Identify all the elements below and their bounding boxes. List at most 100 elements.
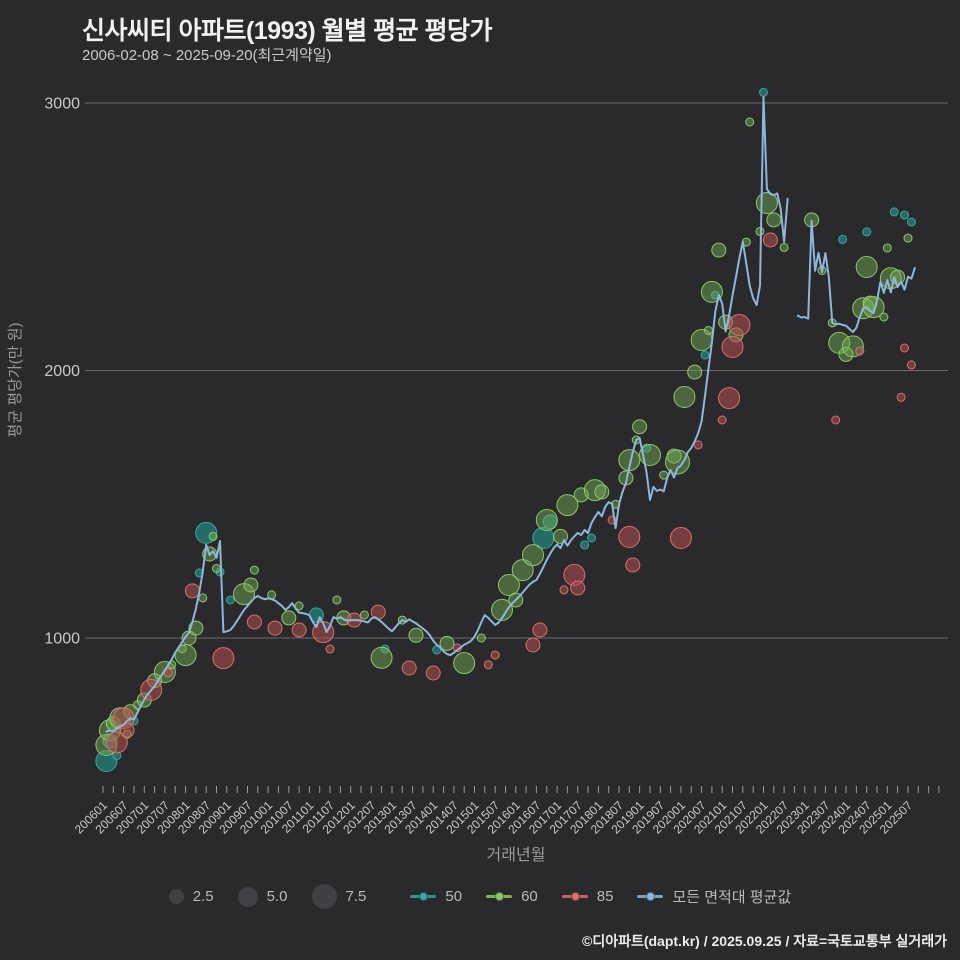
- bubble-60: [700, 280, 723, 303]
- legend-series-60[interactable]: 60: [486, 888, 538, 905]
- bubble-85: [401, 660, 417, 676]
- bubble-85: [246, 614, 262, 630]
- chart-title: 신사씨티 아파트(1993) 월별 평균 평당가: [82, 17, 493, 45]
- bubble-85: [669, 527, 692, 549]
- bubble-60: [522, 544, 544, 567]
- bubble-50: [225, 595, 235, 605]
- bubble-60: [359, 610, 369, 620]
- bubble-60: [249, 565, 259, 575]
- bubble-60: [745, 117, 755, 127]
- bubble-85: [900, 343, 909, 353]
- bubble-60: [882, 243, 892, 253]
- bubble-60: [476, 633, 486, 643]
- bubble-85: [728, 314, 751, 336]
- bubble-85: [721, 336, 744, 358]
- legend-series-average[interactable]: 모든 면적대 평균값: [637, 886, 791, 907]
- bubble-60: [556, 494, 579, 517]
- bubble-60: [198, 593, 208, 603]
- legend-series-85[interactable]: 85: [561, 888, 614, 905]
- bubble-60: [497, 574, 520, 596]
- bubble-85: [855, 346, 865, 356]
- bubble-85: [718, 387, 741, 410]
- bubble-85: [490, 650, 500, 660]
- legend-size-group: 2.5 5.0 7.5: [168, 884, 367, 909]
- bubble-60: [687, 364, 703, 380]
- bubble-60: [703, 325, 713, 335]
- series-marker-icon: [637, 892, 664, 901]
- bubble-60: [879, 312, 889, 322]
- bubble-50: [580, 540, 590, 550]
- bubble-50: [900, 210, 909, 220]
- bubble-60: [779, 242, 789, 252]
- y-tick-label: 3000: [44, 96, 80, 113]
- legend-size-label: 5.0: [266, 888, 288, 905]
- legend-size-label: 2.5: [192, 888, 214, 905]
- bubble-50: [838, 234, 848, 244]
- x-axis-title: 거래년월: [487, 846, 546, 864]
- bubble-85: [119, 722, 135, 738]
- y-tick-label: 2000: [44, 363, 80, 380]
- x-ticks: [102, 786, 940, 793]
- bubble-85: [163, 668, 173, 678]
- bubbles-50: [95, 87, 916, 772]
- legend-series-label: 50: [445, 888, 463, 905]
- bubble-85: [559, 585, 569, 595]
- size-bubble-icon: [311, 884, 337, 909]
- bubble-60: [439, 635, 455, 651]
- bubble-85: [532, 622, 548, 638]
- legend-size-item: 5.0: [237, 886, 288, 907]
- bubble-60: [370, 646, 393, 669]
- bubble-60: [711, 242, 727, 258]
- bubble-60: [491, 598, 513, 621]
- series-marker-icon: [561, 892, 588, 901]
- bubble-85: [896, 392, 906, 402]
- legend-series-label: 60: [521, 888, 538, 905]
- bubble-50: [759, 87, 768, 97]
- bubble-85: [325, 644, 335, 654]
- plot-area[interactable]: 1000 2000 3000 2006012006072007012007072008…: [0, 0, 960, 880]
- bubble-50: [889, 207, 899, 217]
- legend-series-group: 50 60 85 모든 면적대 평균값: [410, 886, 791, 907]
- bubble-85: [625, 557, 641, 573]
- bubble-85: [525, 637, 541, 653]
- legend: 2.5 5.0 7.5 50 60 85: [0, 884, 960, 909]
- legend-size-label: 7.5: [345, 888, 367, 905]
- bubble-60: [243, 577, 259, 593]
- legend-size-item: 7.5: [311, 884, 367, 909]
- bubble-85: [291, 622, 307, 638]
- bubble-60: [594, 484, 610, 500]
- chart-subtitle: 2006-02-08 ~ 2025-09-20(최근계약일): [82, 47, 332, 64]
- average-line: [105, 96, 916, 733]
- bubble-50: [432, 645, 442, 655]
- bubble-60: [673, 386, 696, 408]
- bubble-85: [483, 660, 493, 670]
- bubble-60: [903, 233, 913, 243]
- bubble-85: [212, 647, 235, 670]
- bubble-85: [105, 731, 128, 754]
- bubble-60: [453, 652, 476, 675]
- bubble-85: [762, 232, 778, 248]
- bubble-50: [587, 533, 596, 543]
- gridlines: 1000 2000 3000: [44, 96, 948, 648]
- bubble-50: [700, 350, 710, 360]
- legend-size-item: 2.5: [168, 888, 214, 905]
- legend-series-label: 85: [596, 888, 614, 905]
- x-tick-labels: 2006012006072007012007072008012008072009…: [72, 798, 915, 836]
- series-marker-icon: [410, 892, 437, 901]
- legend-series-50[interactable]: 50: [410, 888, 462, 905]
- size-bubble-icon: [237, 886, 258, 907]
- bubble-50: [195, 521, 218, 544]
- bubble-85: [831, 415, 841, 425]
- footer-credit: ©디아파트(dapt.kr) / 2025.09.25 / 자료=국토교통부 실…: [582, 933, 947, 949]
- y-tick-label: 1000: [44, 631, 80, 648]
- bubble-60: [766, 212, 782, 228]
- bubble-60: [208, 531, 218, 541]
- bubble-85: [184, 583, 200, 599]
- bubble-60: [632, 419, 648, 435]
- bubble-60: [535, 509, 558, 531]
- bubble-85: [906, 360, 916, 370]
- bubble-60: [212, 564, 221, 573]
- legend-series-label: 모든 면적대 평균값: [672, 889, 792, 906]
- series-marker-icon: [486, 892, 513, 901]
